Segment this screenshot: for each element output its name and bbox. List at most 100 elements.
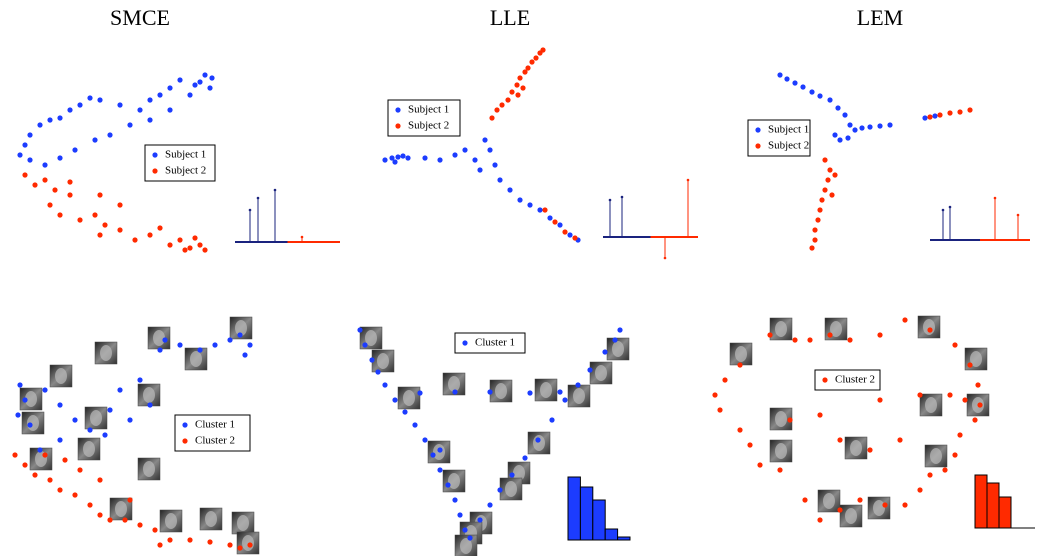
- point: [37, 447, 42, 452]
- point: [809, 245, 814, 250]
- point: [417, 390, 422, 395]
- stem-head: [1017, 214, 1020, 217]
- point: [452, 152, 457, 157]
- point: [422, 155, 427, 160]
- point: [867, 124, 872, 129]
- point: [437, 447, 442, 452]
- point: [509, 89, 514, 94]
- face-image: [918, 316, 940, 338]
- point: [157, 347, 162, 352]
- point: [437, 467, 442, 472]
- point: [807, 337, 812, 342]
- point: [137, 522, 142, 527]
- face-image: [490, 380, 512, 402]
- face-shape: [923, 319, 935, 335]
- point: [494, 107, 499, 112]
- point: [587, 367, 592, 372]
- point: [602, 349, 607, 354]
- bar: [999, 497, 1011, 528]
- point: [412, 422, 417, 427]
- point: [562, 229, 567, 234]
- point: [942, 467, 947, 472]
- face-shape: [165, 513, 177, 529]
- point: [12, 452, 17, 457]
- face-shape: [115, 501, 127, 517]
- face-shape: [505, 481, 517, 497]
- face-image: [925, 445, 947, 467]
- face-shape: [540, 382, 552, 398]
- point: [832, 132, 837, 137]
- point: [27, 157, 32, 162]
- point: [147, 232, 152, 237]
- point: [132, 237, 137, 242]
- point: [167, 85, 172, 90]
- face-shape: [377, 353, 389, 369]
- point: [517, 75, 522, 80]
- point: [902, 317, 907, 322]
- point: [514, 82, 519, 87]
- point: [97, 232, 102, 237]
- point: [877, 397, 882, 402]
- stem-head: [942, 209, 945, 212]
- point: [452, 497, 457, 502]
- point: [117, 102, 122, 107]
- point: [817, 412, 822, 417]
- face-image: [500, 478, 522, 500]
- point: [867, 447, 872, 452]
- point: [525, 65, 530, 70]
- face-image: [443, 470, 465, 492]
- point: [362, 342, 367, 347]
- legend-marker: [822, 377, 827, 382]
- point: [445, 482, 450, 487]
- point: [819, 197, 824, 202]
- stem-head: [249, 209, 252, 212]
- face-image: [840, 505, 862, 527]
- point: [57, 437, 62, 442]
- legend-label: Subject 2: [408, 120, 449, 132]
- point: [845, 135, 850, 140]
- point: [207, 539, 212, 544]
- point: [817, 207, 822, 212]
- face-shape: [143, 461, 155, 477]
- point: [787, 417, 792, 422]
- bar: [987, 483, 999, 528]
- legend-marker: [462, 340, 467, 345]
- point: [77, 102, 82, 107]
- point: [207, 85, 212, 90]
- point: [167, 537, 172, 542]
- point: [882, 502, 887, 507]
- point: [382, 157, 387, 162]
- face-image: [85, 407, 107, 429]
- legend-label: Cluster 2: [835, 374, 875, 386]
- point: [505, 97, 510, 102]
- point: [462, 527, 467, 532]
- stem-head: [609, 199, 612, 202]
- point: [242, 352, 247, 357]
- point: [927, 327, 932, 332]
- point: [107, 407, 112, 412]
- point: [247, 342, 252, 347]
- point: [177, 342, 182, 347]
- point: [122, 517, 127, 522]
- face-image: [22, 412, 44, 434]
- legend-label: Cluster 2: [195, 435, 235, 447]
- point: [842, 112, 847, 117]
- point: [47, 117, 52, 122]
- point: [800, 84, 805, 89]
- point: [187, 245, 192, 250]
- point: [817, 93, 822, 98]
- point: [777, 72, 782, 77]
- legend-marker: [152, 152, 157, 157]
- point: [492, 162, 497, 167]
- point: [369, 357, 374, 362]
- point: [92, 212, 97, 217]
- stem-head: [301, 236, 304, 239]
- face-shape: [925, 397, 937, 413]
- point: [22, 462, 27, 467]
- face-image: [160, 510, 182, 532]
- face-shape: [533, 435, 545, 451]
- point: [227, 337, 232, 342]
- point: [67, 192, 72, 197]
- point: [22, 397, 27, 402]
- legend-marker: [395, 107, 400, 112]
